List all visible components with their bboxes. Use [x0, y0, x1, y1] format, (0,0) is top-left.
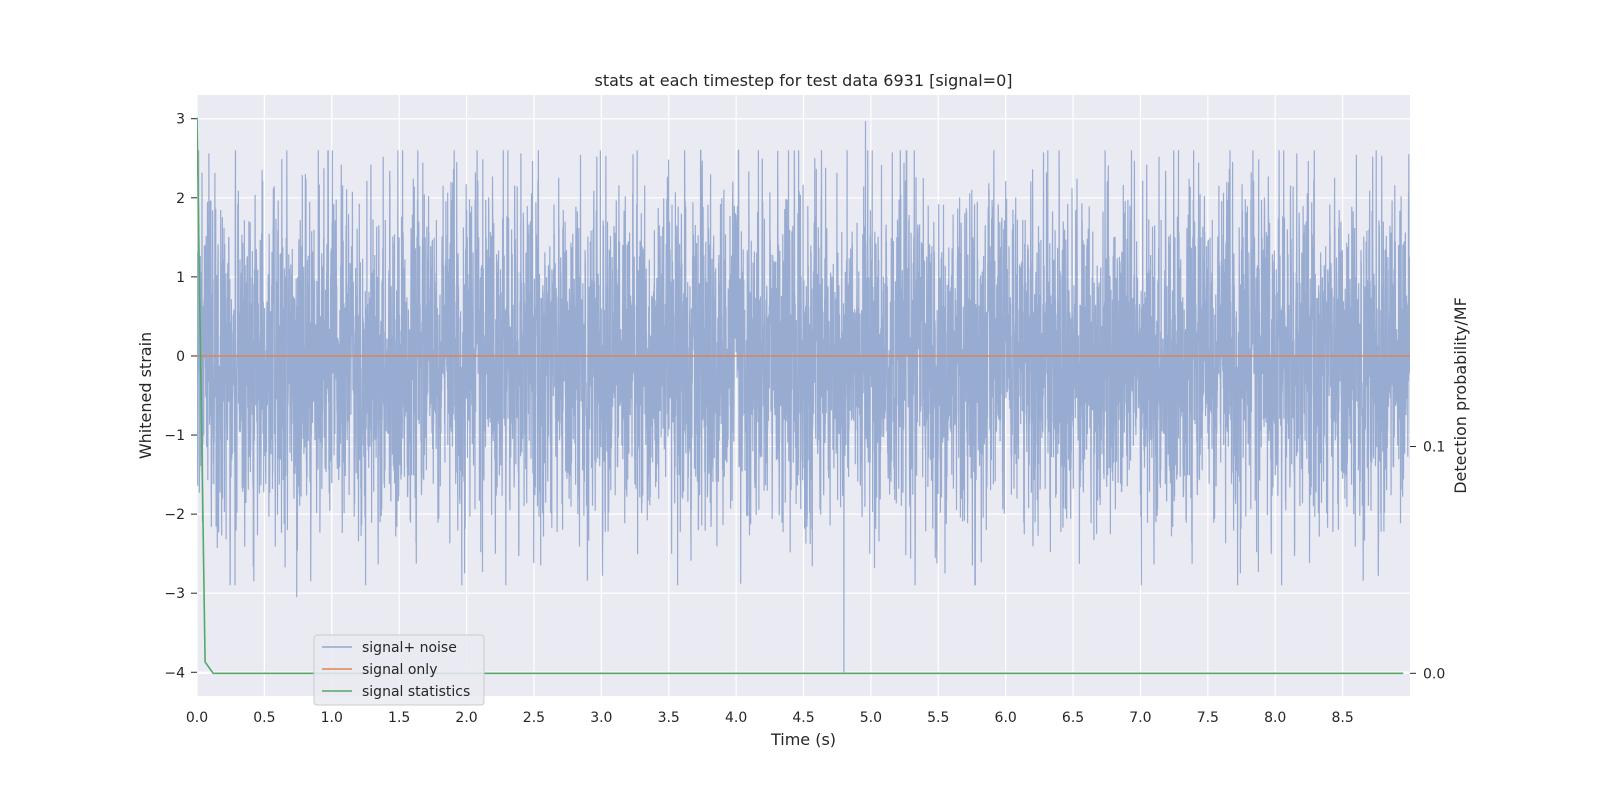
y-tick-label: 1 [176, 270, 185, 286]
y-tick-label: −1 [164, 428, 185, 444]
y2-tick-label: 0.0 [1423, 666, 1445, 682]
legend-label-signal-statistics: signal statistics [362, 684, 470, 700]
legend: signal+ noise signal only signal statist… [313, 634, 485, 706]
x-tick-label: 1.0 [321, 710, 343, 726]
legend-label-signal-only: signal only [362, 662, 437, 678]
y-tick-label: 0 [176, 349, 185, 365]
y-tick-label: −2 [164, 507, 185, 523]
y2-tick-label: 0.1 [1423, 440, 1445, 456]
x-tick-label: 6.0 [995, 710, 1017, 726]
x-tick-label: 5.0 [860, 710, 882, 726]
x-tick-label: 0.0 [186, 710, 208, 726]
x-tick-label: 5.5 [927, 710, 949, 726]
x-axis-label: Time (s) [770, 730, 836, 749]
axes-layer: 0.0 0.5 1.0 1.5 2.0 2.5 3.0 3.5 4.0 4.5 5.0 5.5 6.0 6… [164, 112, 1445, 726]
y-tick-label: −3 [164, 586, 185, 602]
x-tick-label: 3.5 [658, 710, 680, 726]
x-tick-label: 2.5 [523, 710, 545, 726]
x-tick-label: 8.0 [1264, 710, 1286, 726]
x-tick-label: 4.0 [725, 710, 747, 726]
y-tick-label: 2 [176, 191, 185, 207]
x-tick-label: 2.0 [455, 710, 477, 726]
legend-label-signal-noise: signal+ noise [362, 640, 457, 656]
x-tick-label: 8.5 [1331, 710, 1353, 726]
series-signal-statistics-line [197, 117, 1404, 675]
series-layer [197, 117, 1410, 675]
x-tick-label: 4.5 [792, 710, 814, 726]
chart-title: stats at each timestep for test data 693… [594, 71, 1012, 90]
x-tick-label: 1.5 [388, 710, 410, 726]
x-tick-label: 3.0 [590, 710, 612, 726]
y-tick-label: −4 [164, 665, 185, 681]
x-tick-label: 6.5 [1062, 710, 1084, 726]
series-signal-noise-line [197, 121, 1410, 673]
legend-box [313, 634, 485, 706]
y-axis-label: Whitened strain [136, 332, 155, 459]
x-tick-label: 7.5 [1197, 710, 1219, 726]
y-tick-label: 3 [176, 112, 185, 128]
x-tick-label: 0.5 [253, 710, 275, 726]
y2-axis-label: Detection probability/MF [1451, 297, 1470, 494]
x-tick-label: 7.0 [1129, 710, 1151, 726]
